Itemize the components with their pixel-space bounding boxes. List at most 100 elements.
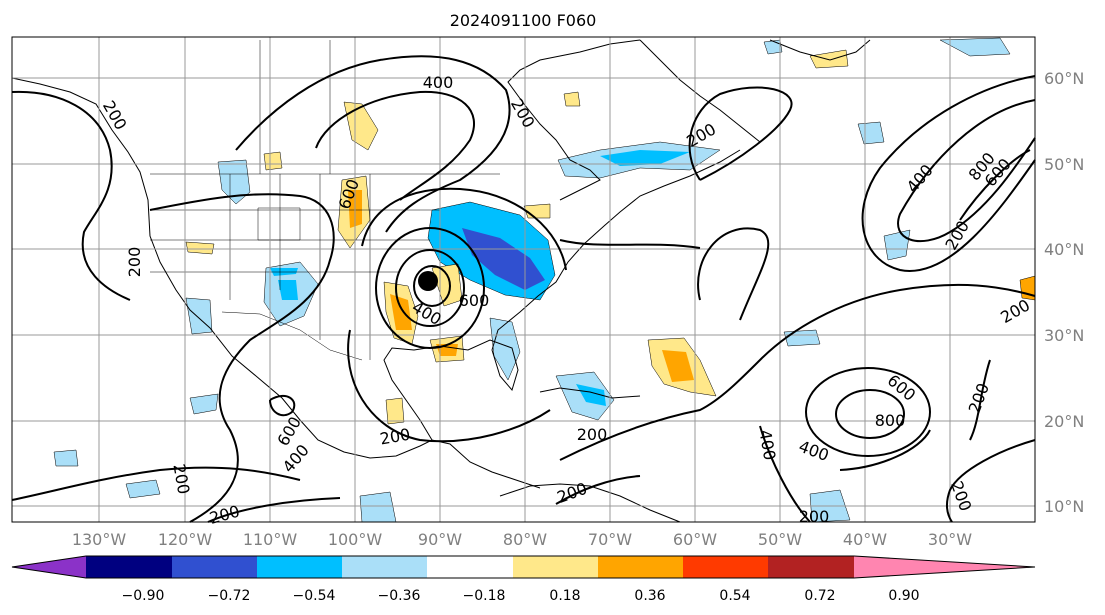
contour-line (207, 497, 341, 523)
south-america-coast (499, 483, 681, 523)
storm-center-marker (418, 271, 438, 291)
colorbar-tick-label: −0.18 (463, 588, 506, 604)
colorbar-segment (513, 556, 598, 578)
anomaly-region (217, 159, 251, 205)
contour-label: 400 (423, 73, 454, 92)
longitude-tick-label: 50°W (758, 530, 802, 549)
anomaly-region (783, 329, 821, 347)
latitude-tick-label: 50°N (1044, 155, 1084, 174)
latitude-tick-label: 30°N (1044, 326, 1084, 345)
latitude-tick-label: 40°N (1044, 240, 1084, 259)
contour-line (149, 193, 335, 523)
colorbar-tick-label: 0.36 (634, 588, 665, 604)
anomaly-region (563, 91, 581, 107)
colorbar-tick-label: −0.72 (208, 588, 251, 604)
latitude-tick-label: 20°N (1044, 412, 1084, 431)
greenland-coast (769, 39, 871, 61)
contour-line (555, 475, 641, 505)
contour-line (315, 90, 475, 201)
us-mexico-border (221, 311, 363, 361)
anomaly-region (390, 294, 412, 330)
contour-line (969, 359, 991, 441)
map-title: 2024091100 F060 (450, 11, 597, 30)
caribbean-islands (539, 387, 641, 399)
latitude-axis: 60°N 50°N 40°N 30°N 20°N 10°N (1044, 69, 1084, 516)
longitude-tick-label: 40°W (843, 530, 887, 549)
colorbar-tick-label: 0.72 (804, 588, 835, 604)
contour-line (11, 90, 131, 301)
anomaly-region (359, 491, 397, 523)
contour-label: 200 (799, 507, 830, 526)
contour-line (688, 86, 793, 181)
colorbar-segment (427, 556, 513, 578)
longitude-tick-label: 100°W (328, 530, 383, 549)
contour-line (959, 149, 1031, 221)
contour-line (759, 425, 811, 523)
anomaly-region (53, 449, 79, 467)
longitude-tick-label: 30°W (928, 530, 972, 549)
contour-line (945, 439, 1036, 523)
anomaly-region (189, 393, 219, 415)
anomaly-region (809, 49, 849, 69)
colorbar-segment (342, 556, 427, 578)
contour-line (269, 394, 296, 417)
colorbar-over-extend (854, 556, 1035, 578)
contour-line (395, 249, 465, 327)
longitude-tick-label: 60°W (673, 530, 717, 549)
colorbar-tick-label: −0.90 (122, 588, 165, 604)
state-border (257, 207, 301, 241)
contour-line (559, 283, 1036, 461)
latitude-tick-label: 10°N (1044, 497, 1084, 516)
colorbar-segment (683, 556, 768, 578)
contour-line (11, 466, 301, 501)
contour-line (839, 429, 931, 471)
colorbar-tick-label: 0.18 (549, 588, 580, 604)
east-coastline (383, 149, 741, 441)
anomaly-region (939, 37, 1011, 57)
map-panel: 400 200 200 200 600 400 600 200 400 800 … (11, 36, 1036, 528)
longitude-tick-label: 90°W (418, 530, 462, 549)
contour-label: 600 (459, 291, 490, 310)
anomaly-region (662, 350, 694, 382)
contour-line (897, 99, 1036, 242)
colorbar-segment (768, 556, 854, 578)
contour-line (697, 227, 770, 321)
contour-line (347, 329, 551, 443)
longitude-tick-label: 130°W (72, 530, 127, 549)
colorbar-tick-label: −0.54 (293, 588, 336, 604)
colorbar-tick-label: 0.90 (888, 588, 919, 604)
longitude-tick-label: 80°W (503, 530, 547, 549)
anomaly-region (278, 280, 298, 300)
map-frame (11, 36, 1036, 523)
anomaly-region (343, 101, 379, 151)
contour-line (835, 389, 905, 439)
longitude-tick-label: 70°W (588, 530, 632, 549)
colorbar: −0.90 −0.72 −0.54 −0.36 −0.18 0.18 0.36 … (11, 555, 1036, 604)
colorbar-tick-label: −0.36 (378, 588, 421, 604)
colorbar-tick-label: 0.54 (719, 588, 750, 604)
contour-line (413, 265, 451, 307)
contour-label: 200 (577, 425, 608, 444)
longitude-tick-label: 120°W (158, 530, 213, 549)
height-contours (11, 55, 1036, 523)
colorbar-segment (257, 556, 342, 578)
longitude-tick-label: 110°W (243, 530, 298, 549)
contour-line (559, 239, 701, 249)
anomaly-region (462, 228, 545, 290)
colorbar-segment (598, 556, 683, 578)
colorbar-under-extend (12, 556, 86, 578)
anomaly-region (576, 384, 606, 406)
anomaly-region (263, 151, 283, 171)
colorbar-segment (172, 556, 257, 578)
contour-line (361, 187, 567, 271)
anomaly-region (185, 297, 213, 335)
longitude-axis: 130°W 120°W 110°W 100°W 90°W 80°W 70°W 6… (72, 530, 972, 549)
anomaly-region (185, 241, 215, 255)
latitude-tick-label: 60°N (1044, 69, 1084, 88)
contour-line (861, 75, 1036, 272)
colorbar-outline (11, 555, 1036, 579)
contour-label: 800 (875, 411, 906, 430)
anomaly-region (125, 479, 161, 499)
colorbar-segment (86, 556, 172, 578)
